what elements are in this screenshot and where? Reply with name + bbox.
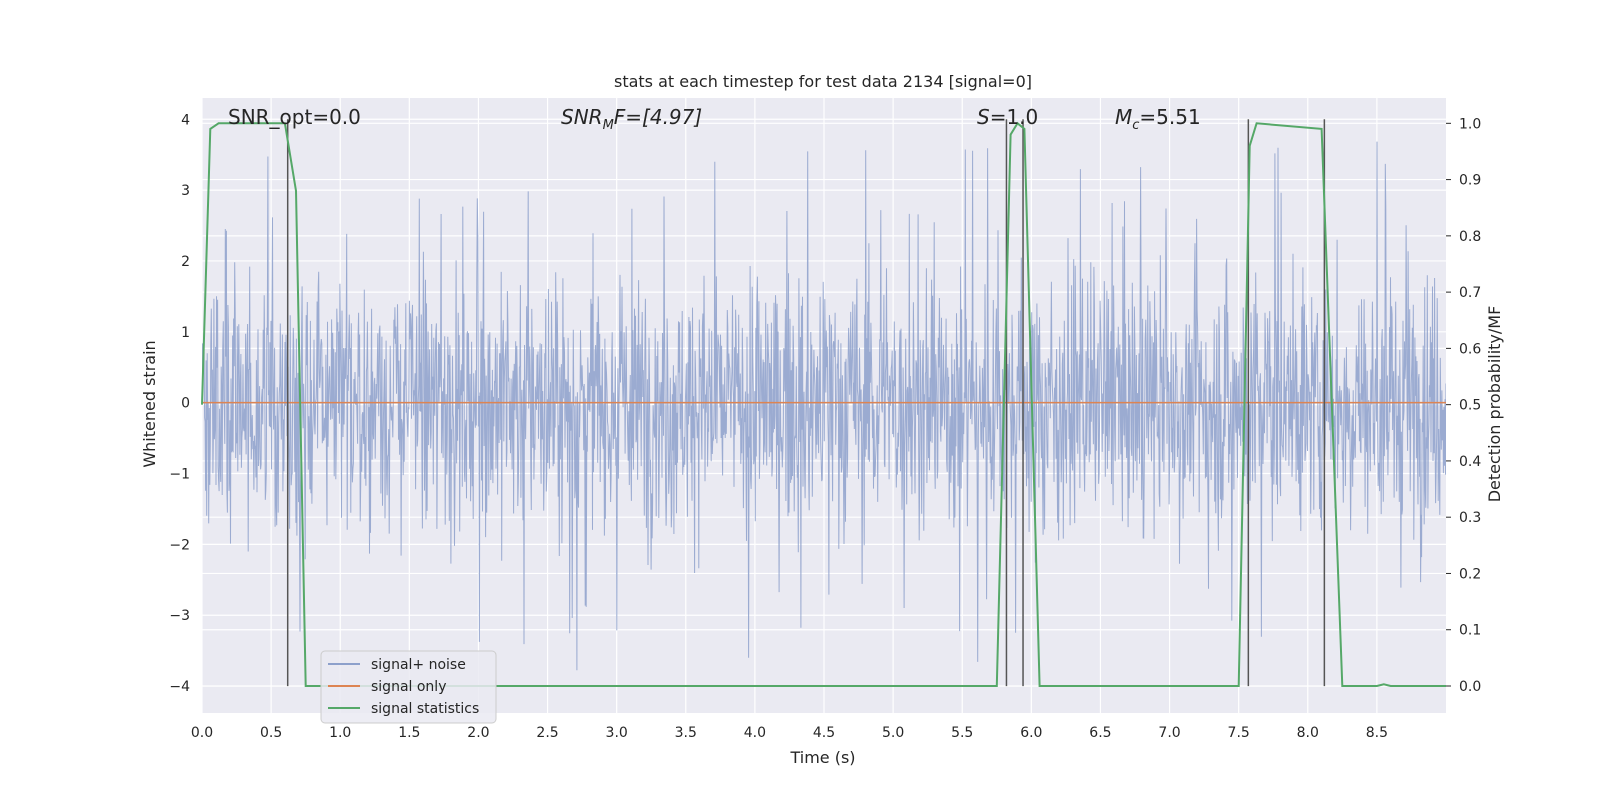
- y-tick-label: −1: [169, 467, 190, 483]
- y-tick-labels: 4 3 2 1 0 −1 −2 −3 −4: [169, 112, 190, 695]
- x-tick-label: 8.5: [1366, 725, 1388, 741]
- x-tick-label: 0.0: [191, 725, 213, 741]
- annotation-snr-mf-prefix: SNR: [561, 105, 603, 129]
- y-tick-label: 1: [181, 325, 190, 341]
- x-tick-label: 5.5: [951, 725, 973, 741]
- x-tick-label: 7.0: [1158, 725, 1180, 741]
- y-tick-label: −4: [169, 679, 190, 695]
- annotation-snr-mf: SNRMF=[4.97]: [561, 105, 702, 133]
- series-signal-statistics: [201, 121, 1446, 687]
- x-tick-label: 3.5: [675, 725, 697, 741]
- y2-tick-label: 1.0: [1459, 116, 1481, 132]
- x-tick-label: 8.0: [1297, 725, 1319, 741]
- x-axis-label: Time (s): [789, 748, 855, 767]
- x-tick-label: 3.0: [606, 725, 628, 741]
- y2-tick-label: 0.3: [1459, 510, 1481, 526]
- legend-label-signal-noise: signal+ noise: [371, 657, 466, 673]
- annotation-snr-mf-sub: M: [603, 118, 614, 133]
- x-tick-label: 2.0: [467, 725, 489, 741]
- y-axis-label: Whitened strain: [140, 340, 159, 467]
- y-tick-label: 0: [181, 396, 190, 412]
- x-tick-label: 6.0: [1020, 725, 1042, 741]
- signal-statistics-line: [201, 121, 1446, 687]
- annotation-s: S=1.0: [977, 105, 1038, 129]
- annotation-snr-opt: SNR_opt=0.0: [228, 105, 361, 129]
- y-tick-label: 2: [181, 254, 190, 270]
- y2-tick-label: 0.2: [1459, 566, 1481, 582]
- legend-label-signal-only: signal only: [371, 679, 446, 695]
- x-tick-label: 1.5: [398, 725, 420, 741]
- annotation-snr-mf-suffix: F=[4.97]: [614, 105, 702, 129]
- signal-noise-line: [202, 141, 1446, 671]
- series-signal-noise: [202, 141, 1446, 671]
- x-tick-label: 0.5: [260, 725, 282, 741]
- y2-tick-label: 0.9: [1459, 173, 1481, 189]
- annotation-mc-var: M: [1115, 105, 1132, 129]
- y2-axis-label: Detection probability/MF: [1485, 306, 1504, 503]
- x-tick-label: 4.0: [744, 725, 766, 741]
- y2-tick-label: 0.4: [1459, 454, 1481, 470]
- x-tick-label: 6.5: [1089, 725, 1111, 741]
- y2-tick-label: 0.1: [1459, 623, 1481, 639]
- legend: signal+ noise signal only signal statist…: [320, 650, 497, 724]
- y2-tick-label: 0.6: [1459, 341, 1481, 357]
- y2-tick-label: 0.8: [1459, 229, 1481, 245]
- x-tick-label: 1.0: [329, 725, 351, 741]
- annotation-s-value: =1.0: [990, 105, 1039, 129]
- x-tick-label: 7.5: [1228, 725, 1250, 741]
- y2-tick-labels: 1.0 0.9 0.8 0.7 0.6 0.5 0.4 0.3 0.2 0.1 0.0: [1446, 116, 1481, 695]
- y-tick-label: 3: [181, 183, 190, 199]
- y2-tick-label: 0.0: [1459, 679, 1481, 695]
- legend-box: [320, 650, 497, 724]
- chart-title: stats at each timestep for test data 213…: [614, 72, 1032, 91]
- y-tick-label: −2: [169, 537, 190, 553]
- annotation-mc-sub: c: [1132, 118, 1139, 133]
- y-tick-label: −3: [169, 608, 190, 624]
- x-tick-label: 2.5: [536, 725, 558, 741]
- x-tick-labels: 0.0 0.5 1.0 1.5 2.0 2.5 3.0 3.5 4.0 4.5 5.0 5.5 6.0 6…: [191, 725, 1388, 741]
- x-tick-label: 4.5: [813, 725, 835, 741]
- annotation-mc-value: =5.51: [1139, 105, 1200, 129]
- annotation-mc: Mc=5.51: [1115, 105, 1201, 133]
- annotation-s-var: S: [977, 105, 990, 129]
- vertical-markers: [286, 119, 1326, 687]
- y2-tick-label: 0.7: [1459, 285, 1481, 301]
- y-tick-label: 4: [181, 112, 190, 128]
- y2-tick-label: 0.5: [1459, 398, 1481, 414]
- x-tick-label: 5.0: [882, 725, 904, 741]
- legend-label-signal-statistics: signal statistics: [371, 701, 479, 717]
